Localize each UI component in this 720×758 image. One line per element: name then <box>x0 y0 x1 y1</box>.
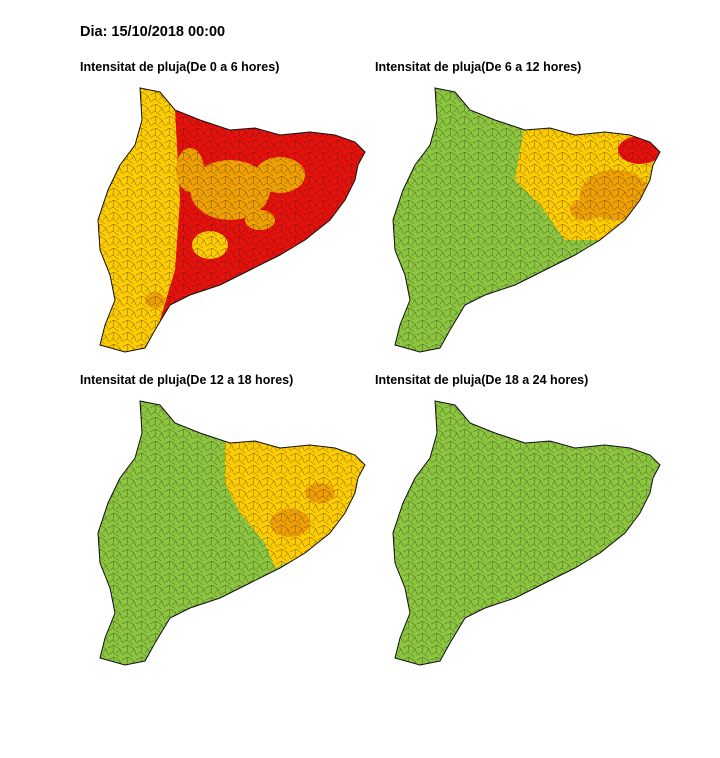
panel-title: Intensitat de pluja(De 6 a 12 hores) <box>375 60 581 74</box>
figure-title: Dia: 15/10/2018 00:00 <box>80 24 225 40</box>
panel-title: Intensitat de pluja(De 18 a 24 hores) <box>375 373 588 387</box>
panel-title: Intensitat de pluja(De 0 a 6 hores) <box>80 60 279 74</box>
panel-title: Intensitat de pluja(De 12 a 18 hores) <box>80 373 293 387</box>
